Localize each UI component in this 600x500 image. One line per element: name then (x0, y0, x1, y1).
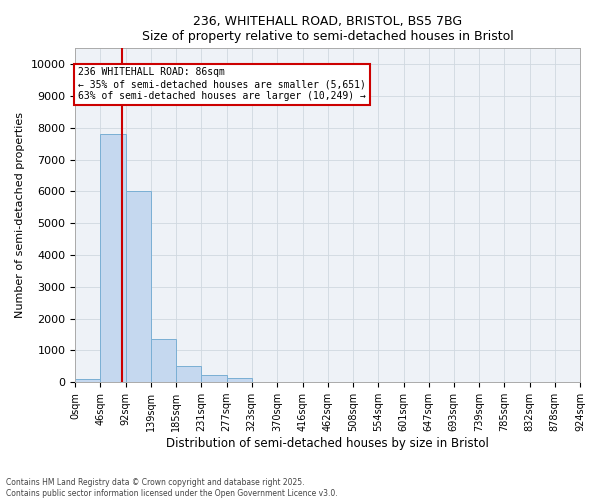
Bar (227, 378, 252, 382)
Text: Contains HM Land Registry data © Crown copyright and database right 2025.
Contai: Contains HM Land Registry data © Crown c… (6, 478, 338, 498)
Text: 236 WHITEHALL ROAD: 86sqm
← 35% of semi-detached houses are smaller (5,651)
63% : 236 WHITEHALL ROAD: 86sqm ← 35% of semi-… (78, 68, 366, 100)
Y-axis label: Number of semi-detached properties: Number of semi-detached properties (15, 112, 25, 318)
Bar (176, 366, 202, 382)
Bar (75, 379, 100, 382)
Bar (151, 340, 176, 382)
Bar (202, 375, 227, 382)
Bar (125, 192, 151, 382)
Title: 236, WHITEHALL ROAD, BRISTOL, BS5 7BG
Size of property relative to semi-detached: 236, WHITEHALL ROAD, BRISTOL, BS5 7BG Si… (142, 15, 514, 43)
X-axis label: Distribution of semi-detached houses by size in Bristol: Distribution of semi-detached houses by … (166, 437, 489, 450)
Bar (100, 134, 125, 382)
